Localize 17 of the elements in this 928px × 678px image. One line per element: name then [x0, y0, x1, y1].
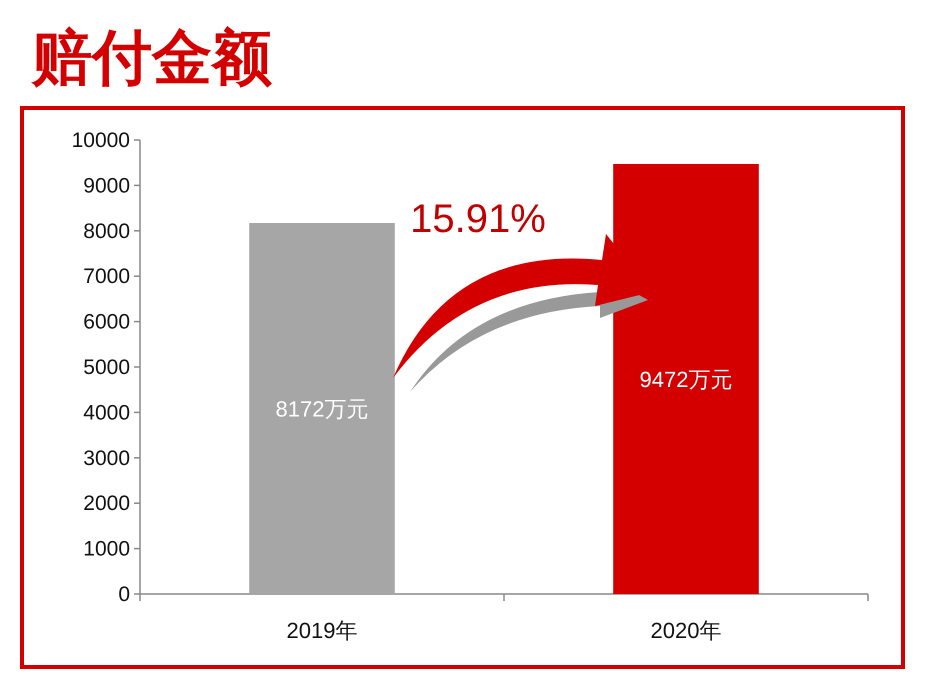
y-tick-label: 7000	[83, 265, 130, 288]
x-tick-label: 2019年	[286, 618, 358, 643]
y-tick-label: 2000	[83, 492, 130, 516]
data-label: 8172万元	[276, 396, 368, 422]
y-tick-label: 0	[118, 583, 130, 606]
y-tick-label: 10000	[72, 129, 130, 152]
y-tick-label: 8000	[83, 220, 130, 243]
annotation: 15.91%	[410, 197, 546, 241]
data-label: 9472万元	[640, 366, 732, 392]
y-tick-label: 6000	[83, 310, 130, 334]
y-tick-label: 9000	[83, 174, 130, 198]
x-tick-label: 2020年	[650, 618, 722, 643]
y-tick-label: 1000	[83, 538, 130, 561]
chart-title: 赔付金额	[31, 24, 272, 91]
y-tick-label: 5000	[83, 356, 130, 379]
y-tick-label: 3000	[83, 446, 130, 470]
y-tick-label: 4000	[83, 401, 130, 424]
